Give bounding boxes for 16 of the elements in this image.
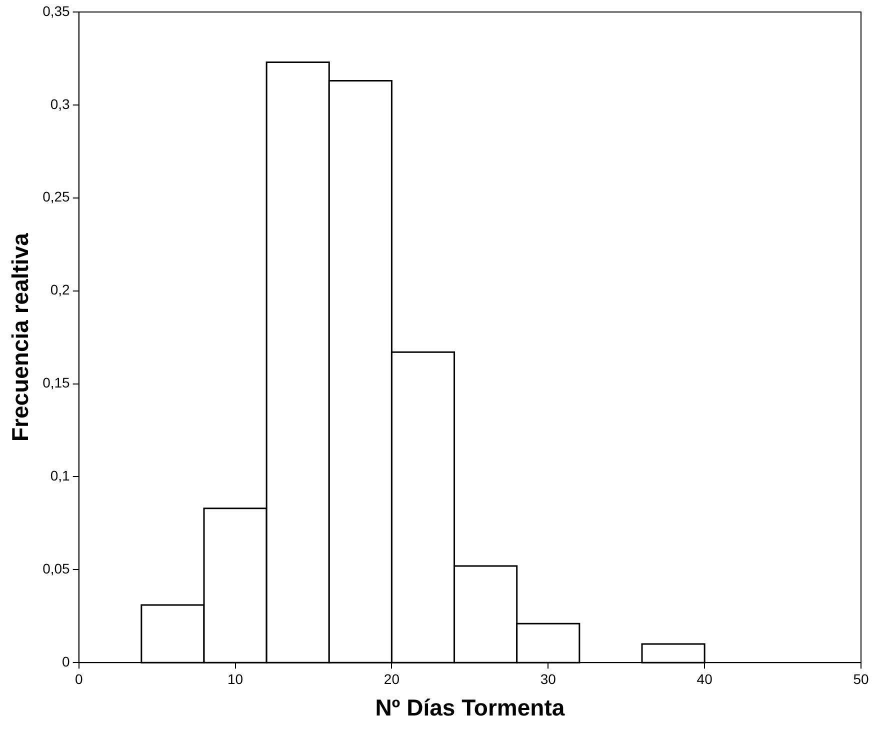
y-tick-label: 0,3 [50,96,70,112]
x-tick-label: 30 [540,670,556,687]
y-axis-title: Frecuencia realtiva [7,232,34,442]
y-tick-label: 0,2 [50,282,70,298]
y-tick-label: 0,35 [42,2,70,19]
x-axis-title: Nº Días Tormenta [375,694,565,721]
x-tick-label: 50 [853,670,869,687]
x-tick-label: 40 [696,670,713,687]
x-tick-label: 10 [227,670,244,687]
y-tick-label: 0,25 [42,188,70,205]
y-tick-label: 0,1 [50,468,70,484]
y-tick-label: 0,15 [42,374,70,391]
y-tick-label: 0,05 [42,560,70,577]
x-tick-label: 20 [384,670,400,687]
y-tick-label: 0 [62,653,70,670]
x-tick-label: 0 [74,670,83,687]
